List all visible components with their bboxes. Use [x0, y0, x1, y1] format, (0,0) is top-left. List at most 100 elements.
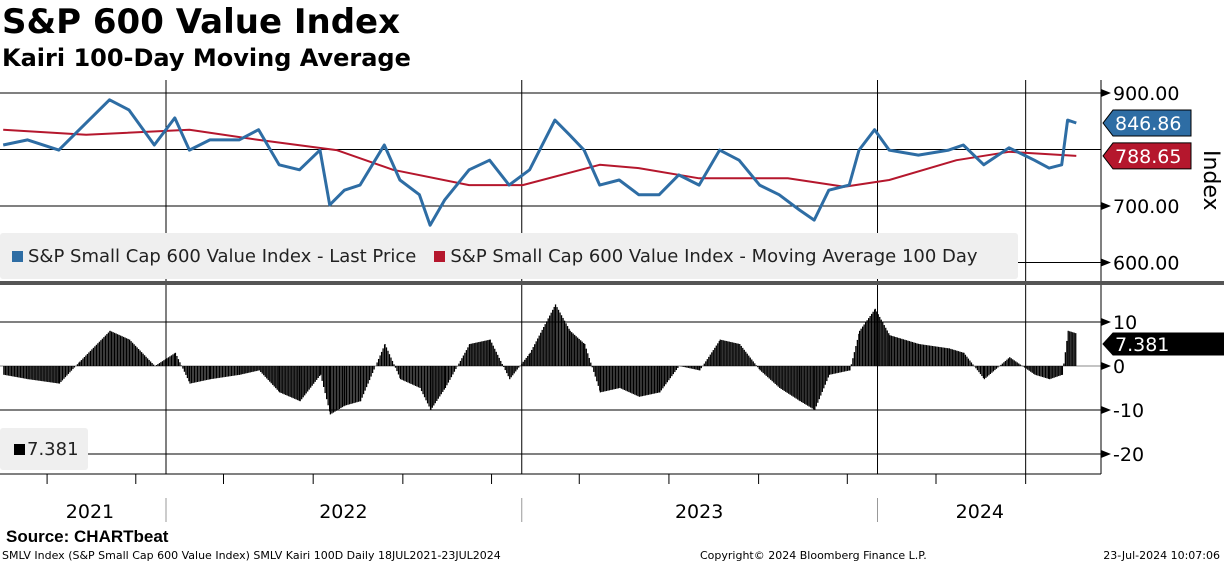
kairi-bar	[218, 366, 221, 378]
kairi-bar	[314, 366, 316, 382]
kairi-bar	[489, 339, 491, 366]
kairi-bar	[311, 366, 313, 386]
kairi-bar	[928, 345, 931, 366]
kairi-bar	[169, 356, 171, 366]
kairi-bar	[91, 349, 93, 366]
kairi-bar	[659, 366, 661, 393]
kairi-bar	[899, 338, 902, 366]
kairi-bar	[322, 366, 325, 387]
kairi-bar	[675, 366, 677, 371]
kairi-bar	[620, 366, 623, 389]
kairi-bar	[212, 366, 215, 379]
kairi-bar	[749, 357, 751, 366]
kairi-bar	[880, 319, 882, 366]
price-line	[2, 98, 1077, 227]
kairi-bar	[94, 346, 96, 366]
kairi-bar	[33, 366, 35, 381]
kairi-bar	[1015, 361, 1017, 366]
kairi-bar	[1012, 359, 1014, 366]
kairi-bar	[295, 366, 297, 400]
kairi-bar	[500, 360, 502, 366]
kairi-bar	[380, 351, 383, 366]
kairi-bar	[251, 366, 253, 373]
kairi-bar	[217, 366, 219, 379]
kairi-bar	[652, 366, 654, 394]
kairi-bar	[890, 335, 893, 366]
kairi-bar	[1040, 366, 1042, 377]
kairi-bar	[227, 366, 230, 377]
kairi-bar	[1025, 366, 1027, 369]
kairi-bar	[1075, 333, 1077, 366]
kairi-bar	[765, 366, 767, 376]
kairi-bar	[794, 366, 796, 398]
kairi-bar	[1050, 366, 1052, 379]
kairi-bar	[305, 366, 307, 394]
kairi-bar	[807, 366, 809, 406]
kairi-bar	[7, 366, 10, 376]
kairi-bar	[252, 366, 254, 372]
kairi-bar	[289, 366, 291, 397]
kairi-bar	[278, 366, 280, 392]
kairi-bar	[985, 366, 987, 378]
kairi-bar	[774, 366, 776, 384]
kairi-bar	[414, 366, 417, 386]
kairi-bar	[1010, 358, 1012, 366]
kairi-bar	[404, 366, 406, 382]
kairi-bar	[560, 315, 563, 366]
kairi-bar	[261, 366, 263, 374]
kairi-bar	[783, 366, 785, 391]
kairi-bar	[44, 366, 46, 382]
kairi-bar	[85, 355, 87, 366]
kairi-bar	[931, 345, 934, 366]
kairi-bar	[317, 366, 319, 378]
kairi-bar	[196, 366, 199, 382]
kairi-bar	[246, 366, 248, 374]
kairi-bar	[797, 366, 799, 400]
kairi-bar	[103, 337, 105, 366]
kairi-bar	[833, 366, 835, 374]
kairi-bar	[779, 366, 781, 388]
kairi-bar	[199, 366, 202, 382]
kairi-bar	[559, 312, 561, 366]
kairi-bar	[371, 366, 374, 374]
kairi-bar	[1041, 366, 1044, 378]
kairi-bar	[459, 360, 462, 366]
kairi-bar	[693, 366, 695, 370]
kairi-bar	[512, 366, 514, 376]
kairi-bar	[410, 366, 412, 384]
kairi-bar	[272, 366, 274, 385]
kairi-bar	[709, 354, 711, 366]
kairi-bar	[936, 346, 938, 366]
kairi-bar	[930, 345, 932, 366]
kairi-bar	[72, 366, 74, 370]
kairi-bar	[764, 366, 766, 375]
kairi-bar	[594, 366, 596, 377]
kairi-bar	[798, 366, 800, 401]
kairi-bar	[100, 340, 102, 366]
kairi-bar	[953, 349, 955, 366]
kairi-bar	[266, 366, 268, 379]
kairi-bar	[491, 342, 493, 366]
kairi-bar	[308, 366, 310, 390]
kairi-bar	[387, 350, 389, 366]
kairi-bar	[758, 366, 760, 370]
kairi-bar	[643, 366, 645, 396]
kairi-bar	[21, 366, 23, 379]
kairi-bar	[298, 366, 300, 401]
kairi-bar	[815, 366, 817, 407]
kairi-bar	[428, 366, 430, 407]
kairi-bar	[509, 366, 511, 380]
y-tick-marker	[1101, 362, 1111, 370]
kairi-bar	[273, 366, 275, 387]
kairi-bar	[238, 366, 240, 375]
kairi-bar	[3, 366, 5, 375]
kairi-bar	[304, 366, 306, 396]
kairi-bar	[161, 361, 164, 366]
kairi-bar	[484, 340, 486, 366]
kairi-bar	[892, 336, 894, 366]
kairi-bar	[294, 366, 296, 399]
kairi-bar	[752, 361, 754, 366]
kairi-y-tick-label: -20	[1113, 444, 1144, 466]
kairi-bar	[152, 364, 155, 366]
